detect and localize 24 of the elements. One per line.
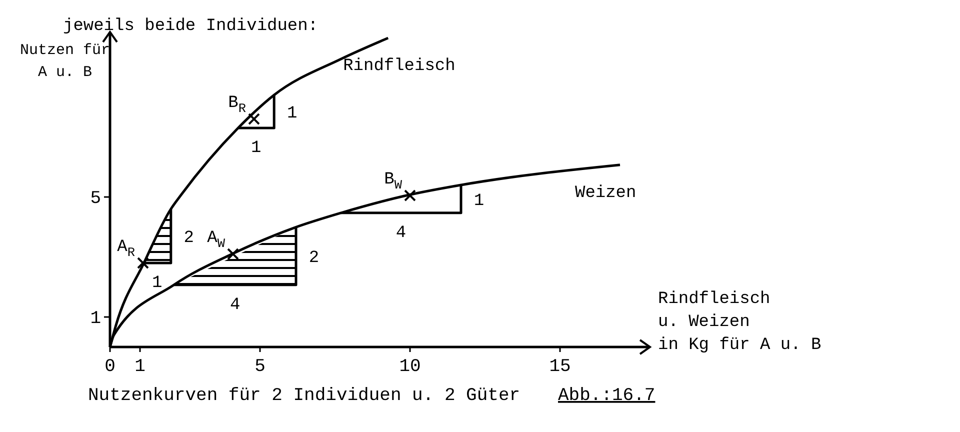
x-tick-label: 10 [399,357,421,377]
x-tick-label: 0 [104,357,116,377]
text: Abb.:16.7 [558,386,656,406]
x-tick-label: 5 [254,357,266,377]
annotation: 2 [184,229,194,248]
text: Nutzenkurven für 2 Individuen u. 2 Güter [88,386,520,406]
chart-title: jeweils beide Individuen: [63,17,318,36]
x-tick-label: 1 [134,357,146,377]
series-label: Weizen [575,184,636,203]
annotation: 1 [287,104,298,124]
annotation: 4 [230,296,240,315]
annotation: 1 [474,192,484,212]
series-label: Rindfleisch [343,57,456,76]
annotation: 1 [152,274,162,293]
annotation: A$_{W}$ [207,229,226,251]
y-axis-title: Nutzen für A u. B [20,42,110,81]
annotation: B$_{R}$ [228,94,246,116]
x-axis-title: Rindfleisch u. Weizen in Kg für A u. B [658,290,822,355]
x-tick-label: 15 [549,357,571,377]
annotation: 4 [396,224,406,243]
annotation: 1 [251,139,262,158]
annotation: A$_{R}$ [117,238,136,260]
annotation: B$_{W}$ [384,170,402,192]
annotation: 2 [308,249,320,268]
